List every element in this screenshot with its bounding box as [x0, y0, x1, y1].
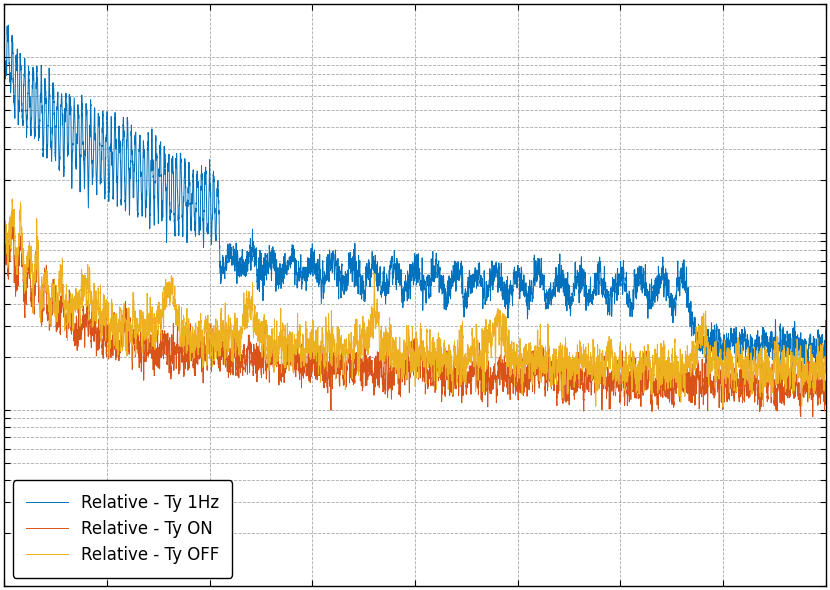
Line: Relative - Ty OFF: Relative - Ty OFF — [5, 199, 826, 407]
Relative - Ty OFF — [297, 355, 307, 362]
Legend: Relative - Ty 1Hz, Relative - Ty ON, Relative - Ty OFF: Relative - Ty 1Hz, Relative - Ty ON, Rel… — [12, 480, 232, 578]
Relative - Ty 1Hz — [608, 278, 618, 285]
Relative - Ty OFF — [486, 343, 496, 350]
Relative - Ty ON — [0, 235, 10, 242]
Relative - Ty ON — [486, 364, 496, 371]
Relative - Ty ON — [521, 368, 531, 375]
Relative - Ty OFF — [821, 359, 830, 366]
Relative - Ty 1Hz — [41, 100, 51, 107]
Relative - Ty 1Hz — [0, 61, 10, 68]
Line: Relative - Ty 1Hz: Relative - Ty 1Hz — [5, 25, 826, 377]
Relative - Ty OFF — [7, 195, 17, 202]
Relative - Ty 1Hz — [3, 22, 13, 29]
Relative - Ty OFF — [521, 346, 531, 353]
Relative - Ty OFF — [652, 341, 662, 348]
Relative - Ty ON — [41, 277, 51, 284]
Relative - Ty ON — [608, 386, 618, 394]
Relative - Ty OFF — [718, 404, 728, 411]
Relative - Ty OFF — [41, 289, 51, 296]
Relative - Ty 1Hz — [521, 302, 531, 309]
Relative - Ty 1Hz — [297, 274, 307, 281]
Relative - Ty ON — [297, 340, 307, 348]
Relative - Ty ON — [821, 400, 830, 407]
Relative - Ty ON — [652, 395, 662, 402]
Relative - Ty ON — [808, 414, 818, 421]
Relative - Ty OFF — [608, 363, 618, 370]
Relative - Ty 1Hz — [821, 317, 830, 324]
Relative - Ty ON — [7, 209, 17, 217]
Relative - Ty 1Hz — [652, 287, 662, 294]
Line: Relative - Ty ON: Relative - Ty ON — [5, 213, 826, 417]
Relative - Ty 1Hz — [486, 287, 496, 294]
Relative - Ty OFF — [0, 232, 10, 240]
Relative - Ty 1Hz — [788, 373, 798, 381]
